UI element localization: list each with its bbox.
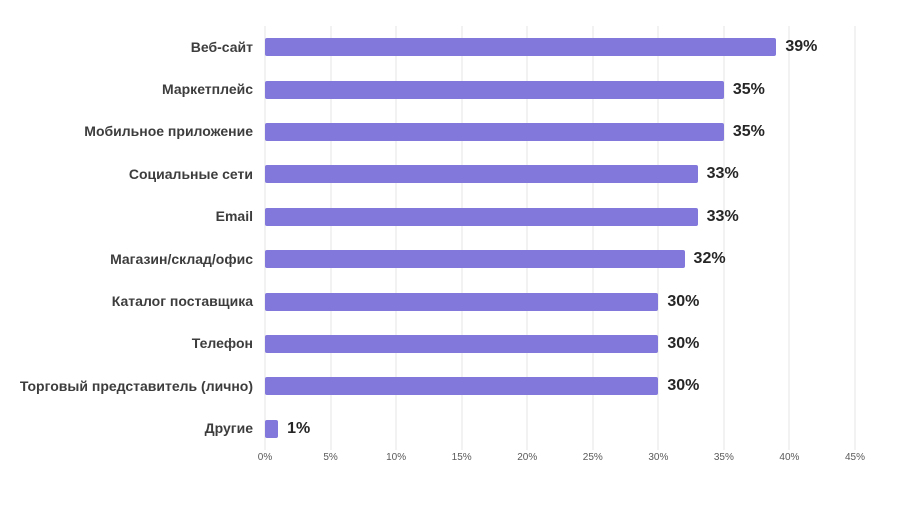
bar — [265, 80, 724, 99]
gridlines — [264, 26, 856, 450]
gridline — [526, 26, 528, 450]
gridline — [264, 26, 266, 450]
bar-row: Торговый представитель (лично) 30% — [0, 365, 920, 407]
bar-row: Мобильное приложение 35% — [0, 111, 920, 153]
bar-track: 35% — [265, 123, 855, 142]
category-label: Маркетплейс — [162, 80, 253, 97]
bar-track: 30% — [265, 335, 855, 354]
gridline — [788, 26, 790, 450]
category-label: Торговый представитель (лично) — [19, 377, 253, 394]
category-label: Email — [215, 208, 253, 225]
gridline — [395, 26, 397, 450]
value-label: 1% — [287, 419, 311, 437]
bar-track: 39% — [265, 38, 855, 57]
bar-row: Социальные сети 33% — [0, 153, 920, 195]
x-tick-label: 35% — [713, 452, 734, 463]
bar-row: Веб-сайт 39% — [0, 26, 920, 68]
x-tick-label: 20% — [517, 452, 538, 463]
x-tick-label: 45% — [844, 452, 866, 463]
x-axis: 0% 5% 10% 15% 20% 25% 30% 35% 40% 45% — [258, 452, 865, 470]
category-label: Магазин/склад/офис — [110, 250, 253, 267]
category-label: Веб-сайт — [190, 38, 253, 55]
value-label: 33% — [706, 207, 739, 225]
gridline — [330, 26, 332, 450]
bar-row: Другие 1% — [0, 408, 920, 450]
category-label: Социальные сети — [128, 165, 253, 182]
gridline — [657, 26, 659, 450]
bar-row: Email 33% — [0, 196, 920, 238]
bar-row: Каталог поставщика 30% — [0, 280, 920, 322]
bar — [265, 419, 279, 438]
gridline — [592, 26, 594, 450]
x-tick-label: 0% — [257, 452, 273, 463]
bar — [265, 292, 659, 311]
bar — [265, 165, 698, 184]
value-label: 35% — [732, 123, 765, 141]
x-tick-label: 5% — [323, 452, 338, 463]
value-label: 32% — [693, 250, 726, 268]
value-label: 33% — [706, 165, 739, 183]
bar — [265, 335, 659, 354]
bar — [265, 207, 698, 226]
gridline — [854, 26, 856, 450]
bar-row: Телефон 30% — [0, 323, 920, 365]
x-tick-label: 40% — [779, 452, 800, 463]
bar-row: Магазин/склад/офис 32% — [0, 238, 920, 280]
value-label: 30% — [667, 335, 700, 353]
bar-track: 33% — [265, 165, 855, 184]
value-label: 39% — [785, 38, 818, 56]
category-label: Каталог поставщика — [111, 292, 253, 309]
bar-track: 32% — [265, 250, 855, 269]
bar — [265, 250, 685, 269]
value-label: 35% — [732, 80, 765, 98]
value-label: 30% — [667, 377, 700, 395]
category-label: Другие — [204, 420, 253, 437]
value-label: 30% — [667, 292, 700, 310]
bar — [265, 123, 724, 142]
category-label: Телефон — [191, 335, 253, 352]
gridline — [461, 26, 463, 450]
category-label: Мобильное приложение — [84, 123, 253, 140]
x-tick-label: 15% — [451, 452, 472, 463]
bar-track: 30% — [265, 292, 855, 311]
bar-track: 30% — [265, 377, 855, 396]
bar-row: Маркетплейс 35% — [0, 68, 920, 110]
bar — [265, 38, 777, 57]
x-tick-label: 25% — [582, 452, 603, 463]
bar — [265, 377, 659, 396]
bar-rows: Веб-сайт 39% Маркетплейс 35% Мобильное прило… — [0, 26, 920, 450]
x-tick-label: 30% — [648, 452, 669, 463]
x-tick-label: 10% — [386, 452, 407, 463]
bar-track: 1% — [265, 419, 855, 438]
bar-track: 33% — [265, 207, 855, 226]
bar-track: 35% — [265, 80, 855, 99]
gridline — [723, 26, 725, 450]
